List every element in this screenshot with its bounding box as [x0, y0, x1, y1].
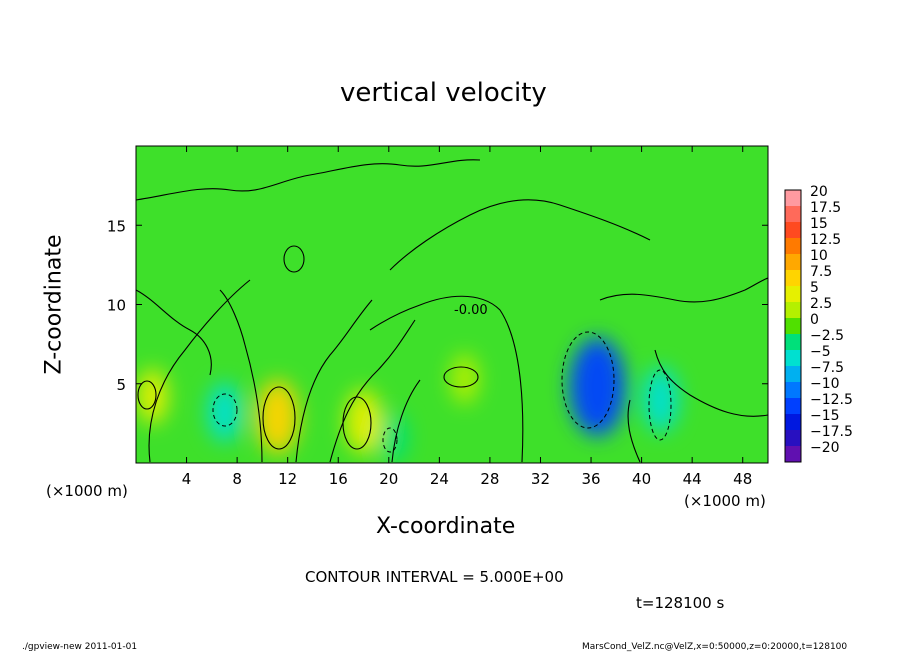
y-axis: 5 10 15 — [107, 217, 768, 394]
colorbar-swatch — [785, 254, 801, 271]
colorbar-swatch — [785, 430, 801, 447]
colorbar-swatch — [785, 398, 801, 415]
contour-line — [136, 159, 481, 201]
contour-line — [369, 295, 524, 463]
colorbar-swatch — [785, 286, 801, 303]
contour-interval-note: CONTOUR INTERVAL = 5.000E+00 — [305, 568, 564, 586]
x-tick-label: 20 — [379, 470, 398, 488]
colorbar-label: −7.5 — [810, 360, 844, 376]
x-unit-label-left: (×1000 m) — [46, 482, 128, 500]
x-tick-label: 28 — [480, 470, 499, 488]
contour-line — [283, 245, 305, 273]
x-tick-label: 24 — [430, 470, 449, 488]
x-tick-label: 40 — [632, 470, 651, 488]
colorbar-swatch — [785, 350, 801, 367]
x-tick-label: 48 — [733, 470, 752, 488]
colorbar-label: 2.5 — [810, 296, 832, 312]
x-tick-label: 8 — [232, 470, 242, 488]
colorbar-label: 12.5 — [810, 232, 841, 248]
plot-area: -0.00 — [135, 145, 769, 464]
x-tick-label: 44 — [683, 470, 702, 488]
colorbar-swatch — [785, 318, 801, 335]
updraft-region — [136, 368, 169, 425]
x-unit-label-right: (×1000 m) — [684, 492, 766, 510]
contour-line — [329, 319, 416, 463]
contour-line-negative — [212, 393, 238, 427]
colorbar-swatch — [785, 222, 801, 239]
contour-line-negative — [382, 427, 398, 453]
contour-line — [136, 289, 212, 376]
colorbar: 2017.51512.5107.552.50−2.5−5−7.5−10−12.5… — [784, 184, 853, 463]
y-axis-title: Z-coordinate — [41, 234, 67, 375]
contour-line — [389, 199, 651, 271]
contour-value-label: -0.00 — [454, 303, 488, 318]
contour-line — [342, 396, 372, 450]
colorbar-swatch — [785, 382, 801, 399]
colorbar-label: 10 — [810, 248, 828, 264]
x-tick-label: 32 — [531, 470, 550, 488]
colorbar-swatch — [785, 206, 801, 223]
colorbar-swatch — [785, 366, 801, 383]
colorbar-label: −12.5 — [810, 392, 853, 408]
downdraft-region — [379, 412, 409, 463]
colorbar-label: 15 — [810, 216, 828, 232]
updraft-region — [345, 389, 382, 455]
y-tick-label: 10 — [107, 297, 126, 315]
contour-line — [599, 277, 768, 303]
y-tick-label: 15 — [107, 217, 126, 235]
contour-line — [262, 386, 296, 450]
y-tick-label: 5 — [116, 376, 126, 394]
contour-line — [391, 379, 421, 463]
colorbar-swatch — [785, 334, 801, 351]
contour-line-negative — [561, 331, 615, 429]
colorbar-label: 17.5 — [810, 200, 841, 216]
colorbar-label: −2.5 — [810, 328, 844, 344]
time-label: t=128100 s — [636, 594, 725, 612]
footer-left: ./gpview-new 2011-01-01 — [22, 642, 138, 652]
x-tick-label: 16 — [329, 470, 348, 488]
colorbar-label: 5 — [810, 280, 819, 296]
colorbar-label: −20 — [810, 440, 840, 456]
contour-line — [627, 399, 641, 463]
colorbar-label: 7.5 — [810, 264, 832, 280]
colorbar-label: −5 — [810, 344, 831, 360]
colorbar-swatch — [785, 446, 801, 463]
colorbar-swatch — [785, 270, 801, 287]
x-tick-label: 4 — [182, 470, 192, 488]
contour-line — [654, 349, 768, 417]
colorbar-swatch — [785, 238, 801, 255]
contour-line-negative — [648, 369, 672, 441]
contour-line — [148, 279, 251, 463]
contour-line — [295, 299, 373, 463]
colorbar-label: −15 — [810, 408, 840, 424]
downdraft-region — [569, 337, 626, 437]
contour-line — [219, 289, 263, 463]
colorbar-frame — [784, 189, 802, 463]
colorbar-swatch — [785, 302, 801, 319]
x-axis-title: X-coordinate — [376, 514, 516, 539]
contour-line — [137, 380, 157, 410]
colorbar-label: −17.5 — [810, 424, 853, 440]
x-tick-label: 36 — [581, 470, 600, 488]
updraft-region — [450, 353, 479, 405]
footer-right: MarsCond_VelZ.nc@VelZ,x=0:50000,z=0:2000… — [582, 642, 848, 652]
colorbar-label: 0 — [810, 312, 819, 328]
downdraft-region — [642, 367, 679, 432]
downdraft-region — [207, 382, 242, 443]
colorbar-swatch — [785, 190, 801, 207]
colorbar-label: 20 — [810, 184, 828, 200]
colorbar-label: −10 — [810, 376, 840, 392]
contour-line — [443, 366, 479, 388]
x-axis: 4 8 12 16 20 24 28 32 36 40 44 48 — [182, 146, 752, 488]
x-tick-label: 12 — [278, 470, 297, 488]
chart-title: vertical velocity — [340, 78, 547, 108]
colorbar-swatch — [785, 414, 801, 431]
